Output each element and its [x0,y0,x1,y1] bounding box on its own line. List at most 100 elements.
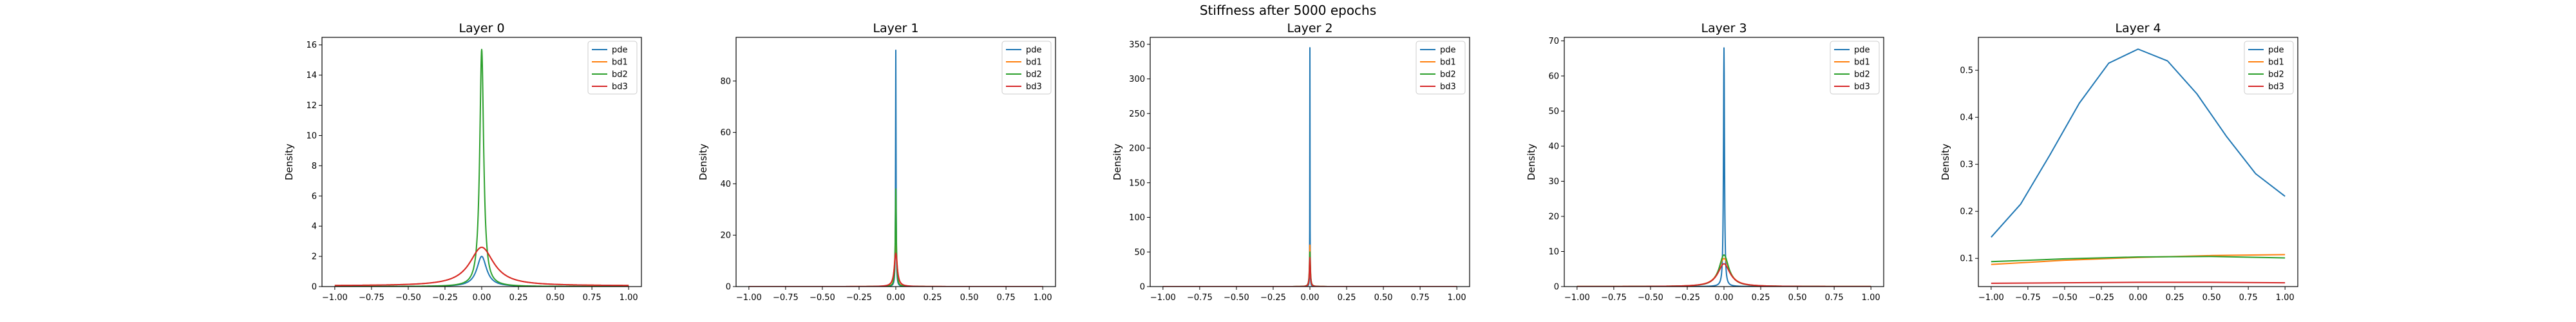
x-tick-label: 1.00 [620,293,638,303]
x-tick-label: −0.50 [1224,293,1249,303]
y-tick-label: 350 [1129,40,1145,50]
figure-suptitle: Stiffness after 5000 epochs [1200,3,1376,18]
x-tick-label: 0.00 [1715,293,1734,303]
x-tick-label: 0.75 [1411,293,1430,303]
y-tick-label: 60 [720,128,731,138]
y-tick-label: 0.1 [1960,254,1973,264]
series-line-bd1 [748,245,1043,287]
legend-label-bd3: bd3 [612,82,628,92]
panel-title: Layer 2 [1287,21,1332,35]
series-line-bd2 [1162,251,1457,287]
legend-label-bd3: bd3 [1854,82,1870,92]
legend-label-bd1: bd1 [1026,58,1042,68]
x-tick-label: −1.00 [322,293,348,303]
y-tick-label: 70 [1548,37,1559,46]
series-line-bd2 [1991,256,2286,263]
x-tick-label: 0.00 [887,293,905,303]
y-tick-label: 16 [306,41,317,50]
y-tick-label: 250 [1129,109,1145,119]
y-tick-label: 10 [1548,247,1559,257]
x-tick-label: −0.75 [773,293,799,303]
legend-label-bd3: bd3 [1026,82,1042,92]
legend-label-bd1: bd1 [1854,58,1870,68]
panel-title: Layer 0 [459,21,504,35]
x-tick-label: −0.25 [2088,293,2114,303]
y-tick-label: 14 [306,71,317,80]
y-tick-label: 40 [1548,142,1559,151]
x-tick-label: −1.00 [736,293,762,303]
x-tick-label: 1.00 [1862,293,1880,303]
plot-frame [1150,37,1470,287]
plot-frame [1564,37,1884,287]
series-line-bd2 [1577,254,1871,287]
x-tick-label: 0.50 [2202,293,2221,303]
y-tick-label: 50 [1548,107,1559,117]
x-tick-label: −0.50 [810,293,835,303]
legend-label-bd3: bd3 [1440,82,1456,92]
plot-frame [1978,37,2298,287]
x-tick-label: −1.00 [1564,293,1590,303]
x-tick-label: 0.25 [2166,293,2184,303]
legend-label-pde: pde [1854,46,1870,55]
x-tick-label: −1.00 [1150,293,1176,303]
y-tick-label: 0 [1554,283,1559,292]
x-tick-label: 0.50 [1374,293,1393,303]
y-tick-label: 0.2 [1960,207,1973,217]
series-line-bd3 [1991,281,2286,284]
y-tick-label: 150 [1129,178,1145,188]
plot-frame [321,37,642,287]
x-tick-label: 0.25 [1752,293,1770,303]
x-tick-label: 1.00 [1448,293,1466,303]
x-tick-label: 1.00 [1034,293,1052,303]
y-tick-label: 2 [312,252,317,262]
x-tick-label: 1.00 [2276,293,2295,303]
panels: Layer 0 Density −1.00 −0.75 −0.50 −0.25 0.00 0.… [283,21,2298,303]
y-axis-label: Density [1940,144,1951,180]
legend-label-bd2: bd2 [612,70,628,80]
legend-label-bd1: bd1 [612,58,628,68]
series-group [1991,48,2286,284]
panel-3: Layer 3 Density −1.00 −0.75 −0.50 −0.25 0.00 0.… [1526,21,1884,303]
x-tick-label: 0.75 [2239,293,2258,303]
legend-box [1416,41,1466,95]
x-tick-label: −0.25 [432,293,458,303]
legend-label-pde: pde [1440,46,1456,55]
legend-label-bd1: bd1 [2268,58,2284,68]
y-tick-label: 0.3 [1960,160,1973,170]
x-tick-label: 0.50 [546,293,565,303]
x-tick-label: −0.75 [1187,293,1213,303]
x-tick-label: 0.75 [583,293,601,303]
legend-label-bd3: bd3 [2268,82,2284,92]
y-tick-label: 0.5 [1960,66,1973,76]
y-tick-label: 0 [312,283,317,292]
legend-box [1830,41,1880,95]
series-group [334,48,629,287]
panel-2: Layer 2 Density −1.00 −0.75 −0.50 −0.25 0.00 0.… [1112,21,1470,303]
y-tick-label: 0 [726,283,731,292]
x-tick-label: 0.50 [960,293,979,303]
y-tick-label: 0 [1140,283,1145,292]
x-tick-label: −0.25 [1674,293,1700,303]
series-line-pde [334,256,629,287]
x-tick-label: −0.25 [846,293,872,303]
x-tick-label: −0.75 [1601,293,1627,303]
x-tick-label: −0.25 [1260,293,1286,303]
x-tick-label: 0.75 [1825,293,1844,303]
x-tick-label: −0.50 [1638,293,1663,303]
legend-label-bd2: bd2 [1440,70,1456,80]
legend-box [1001,41,1052,95]
x-tick-label: 0.25 [509,293,528,303]
legend-label-bd2: bd2 [2268,70,2284,80]
y-tick-label: 10 [306,131,317,141]
y-tick-label: 6 [312,192,317,202]
x-tick-label: 0.00 [1301,293,1320,303]
series-group [1577,47,1871,287]
legend-label-bd2: bd2 [1026,70,1042,80]
y-tick-label: 4 [312,222,317,232]
y-tick-label: 200 [1129,144,1145,154]
panel-title: Layer 4 [2115,21,2161,35]
panel-1: Layer 1 Density −1.00 −0.75 −0.50 −0.25 0.00 0.… [697,21,1056,303]
legend-label-bd2: bd2 [1854,70,1870,80]
y-tick-label: 0.4 [1960,113,1973,123]
